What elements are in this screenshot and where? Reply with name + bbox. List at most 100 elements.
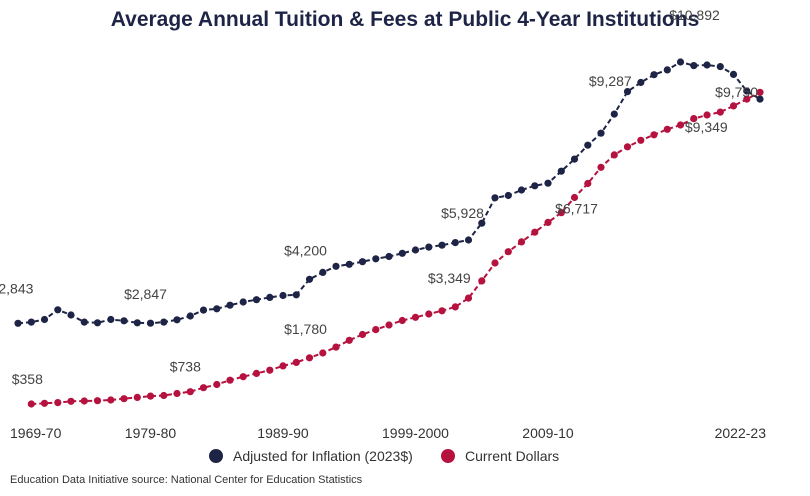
data-point xyxy=(464,236,473,244)
data-point xyxy=(756,95,764,103)
data-point xyxy=(239,298,247,306)
legend: Adjusted for Inflation (2023$) Current Do… xyxy=(209,448,559,464)
data-point xyxy=(451,303,459,311)
data-point xyxy=(186,388,194,396)
data-point xyxy=(690,62,698,70)
data-point xyxy=(266,293,274,301)
data-point xyxy=(239,373,247,381)
legend-marker xyxy=(441,449,455,463)
data-point xyxy=(133,319,141,327)
data-label: $3,349 xyxy=(428,270,471,286)
data-point xyxy=(623,88,632,96)
legend-label: Adjusted for Inflation (2023$) xyxy=(233,448,413,464)
data-point xyxy=(729,70,738,78)
data-point xyxy=(517,238,526,246)
data-point xyxy=(411,246,420,254)
data-point xyxy=(332,262,340,270)
data-point xyxy=(478,277,486,285)
data-point xyxy=(690,115,698,123)
data-point xyxy=(438,307,446,315)
data-point xyxy=(716,63,724,71)
data-point xyxy=(531,228,539,236)
data-point xyxy=(345,336,353,344)
data-label: $358 xyxy=(12,371,43,387)
data-point xyxy=(610,151,618,159)
data-point xyxy=(478,219,486,227)
data-point xyxy=(491,259,499,267)
data-point xyxy=(186,312,194,320)
series-line-0 xyxy=(17,60,761,325)
data-point xyxy=(292,358,300,366)
data-point xyxy=(372,255,380,263)
data-point xyxy=(199,384,208,392)
data-point xyxy=(305,354,314,362)
data-point xyxy=(160,318,168,326)
data-point xyxy=(40,399,49,407)
data-point xyxy=(729,102,738,110)
data-labels: $2,843 $2,847 $4,200 $5,928 $9,287 $10,892 $9,… xyxy=(0,7,758,387)
data-point xyxy=(93,397,102,405)
data-point xyxy=(213,380,221,389)
data-label: $5,928 xyxy=(441,205,484,221)
data-label: $9,349 xyxy=(685,119,728,135)
series-points xyxy=(14,58,764,408)
data-point xyxy=(504,248,512,256)
data-point xyxy=(146,392,155,400)
data-point xyxy=(637,136,645,144)
data-point xyxy=(451,239,459,247)
x-axis-ticks: 1969-70 1979-80 1989-90 1999-2000 2009-10 202… xyxy=(10,425,766,441)
data-label: $2,847 xyxy=(124,286,167,302)
data-point xyxy=(372,326,380,334)
data-label: $738 xyxy=(170,359,201,375)
legend-label: Current Dollars xyxy=(465,448,559,464)
data-point xyxy=(199,306,208,314)
data-point xyxy=(610,110,618,118)
data-point xyxy=(54,399,62,407)
data-point xyxy=(67,311,75,319)
data-point xyxy=(570,155,579,163)
data-point xyxy=(279,362,287,370)
data-point xyxy=(146,319,155,327)
data-point xyxy=(40,315,49,324)
x-tick-label: 1979-80 xyxy=(125,425,177,441)
data-point xyxy=(226,301,234,309)
data-point xyxy=(756,88,764,96)
data-point xyxy=(425,243,433,251)
data-point xyxy=(703,61,711,69)
data-point xyxy=(676,121,685,129)
data-point xyxy=(279,291,287,300)
data-point xyxy=(332,343,340,351)
data-point xyxy=(650,131,658,139)
data-label: $1,780 xyxy=(284,321,327,337)
data-point xyxy=(716,108,724,116)
data-point xyxy=(504,191,512,200)
data-point xyxy=(266,366,274,374)
data-point xyxy=(358,330,367,339)
data-label: $6,717 xyxy=(555,201,598,217)
data-point xyxy=(305,275,314,283)
data-point xyxy=(120,395,128,403)
data-point xyxy=(27,400,35,408)
data-point xyxy=(358,258,367,266)
data-point xyxy=(411,313,420,321)
legend-marker xyxy=(209,449,223,463)
x-tick-label: 1999-2000 xyxy=(382,425,449,441)
data-point xyxy=(584,141,592,149)
x-tick-label: 2009-10 xyxy=(522,425,574,441)
data-point xyxy=(120,317,128,325)
series-lines xyxy=(17,60,761,405)
data-point xyxy=(464,294,473,302)
data-point xyxy=(252,296,261,304)
data-point xyxy=(623,143,632,151)
data-point xyxy=(319,268,327,276)
chart-title: Average Annual Tuition & Fees at Public … xyxy=(110,8,700,31)
data-point xyxy=(80,318,88,326)
data-point xyxy=(438,241,446,249)
data-point xyxy=(637,78,645,87)
data-point xyxy=(292,291,300,299)
data-point xyxy=(557,167,565,175)
data-point xyxy=(160,391,168,400)
data-point xyxy=(663,125,671,133)
data-point xyxy=(14,319,22,327)
data-point xyxy=(54,306,62,314)
